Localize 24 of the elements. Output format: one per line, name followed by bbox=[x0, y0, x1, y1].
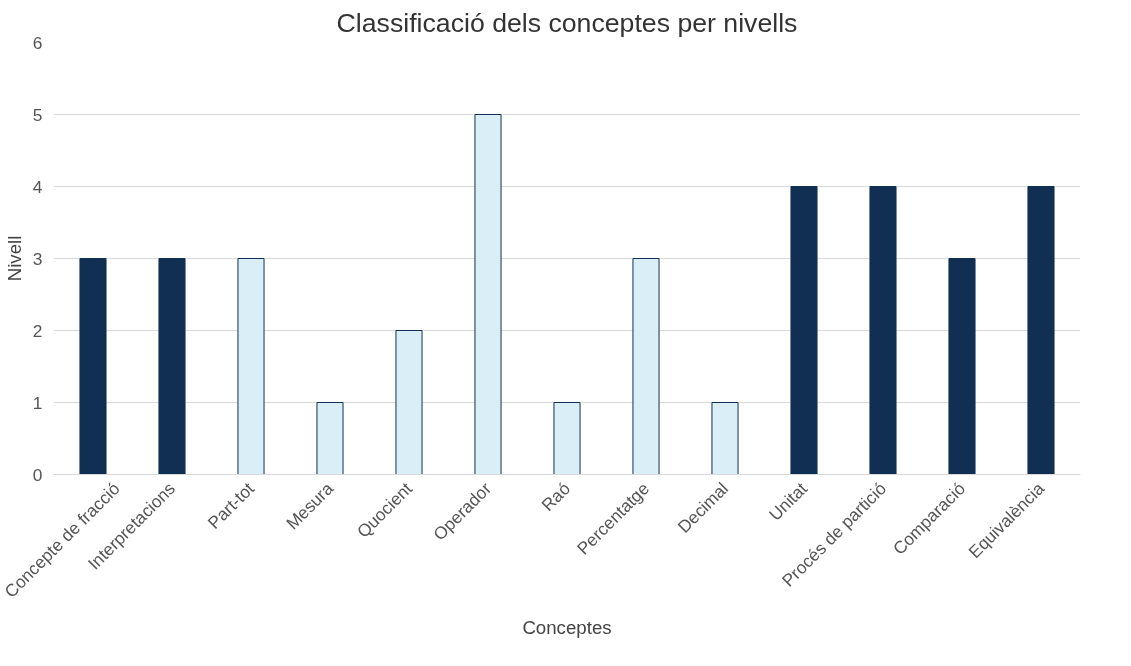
chart-title: Classificació dels conceptes per nivells bbox=[336, 7, 798, 38]
bar bbox=[474, 114, 502, 475]
y-tick-label: 5 bbox=[32, 104, 43, 125]
bar bbox=[158, 258, 186, 475]
bar bbox=[711, 402, 739, 475]
x-axis-title: Conceptes bbox=[522, 616, 612, 638]
y-tick-label: 4 bbox=[32, 176, 43, 197]
y-tick-label: 6 bbox=[32, 32, 43, 53]
bar bbox=[316, 402, 344, 475]
bar bbox=[869, 186, 897, 475]
bar bbox=[395, 330, 423, 475]
bar bbox=[632, 258, 660, 475]
y-tick-label: 1 bbox=[32, 392, 43, 413]
y-axis-title: Nivell bbox=[3, 235, 25, 282]
bar bbox=[948, 258, 976, 475]
bar bbox=[79, 258, 107, 475]
y-tick-label: 3 bbox=[32, 248, 43, 269]
bar bbox=[553, 402, 581, 475]
y-tick-label: 2 bbox=[32, 320, 43, 341]
x-tick-label: Raó bbox=[537, 478, 575, 516]
y-tick-label: 0 bbox=[32, 464, 43, 485]
bar bbox=[237, 258, 265, 475]
bar bbox=[1027, 186, 1055, 475]
bar bbox=[790, 186, 818, 475]
